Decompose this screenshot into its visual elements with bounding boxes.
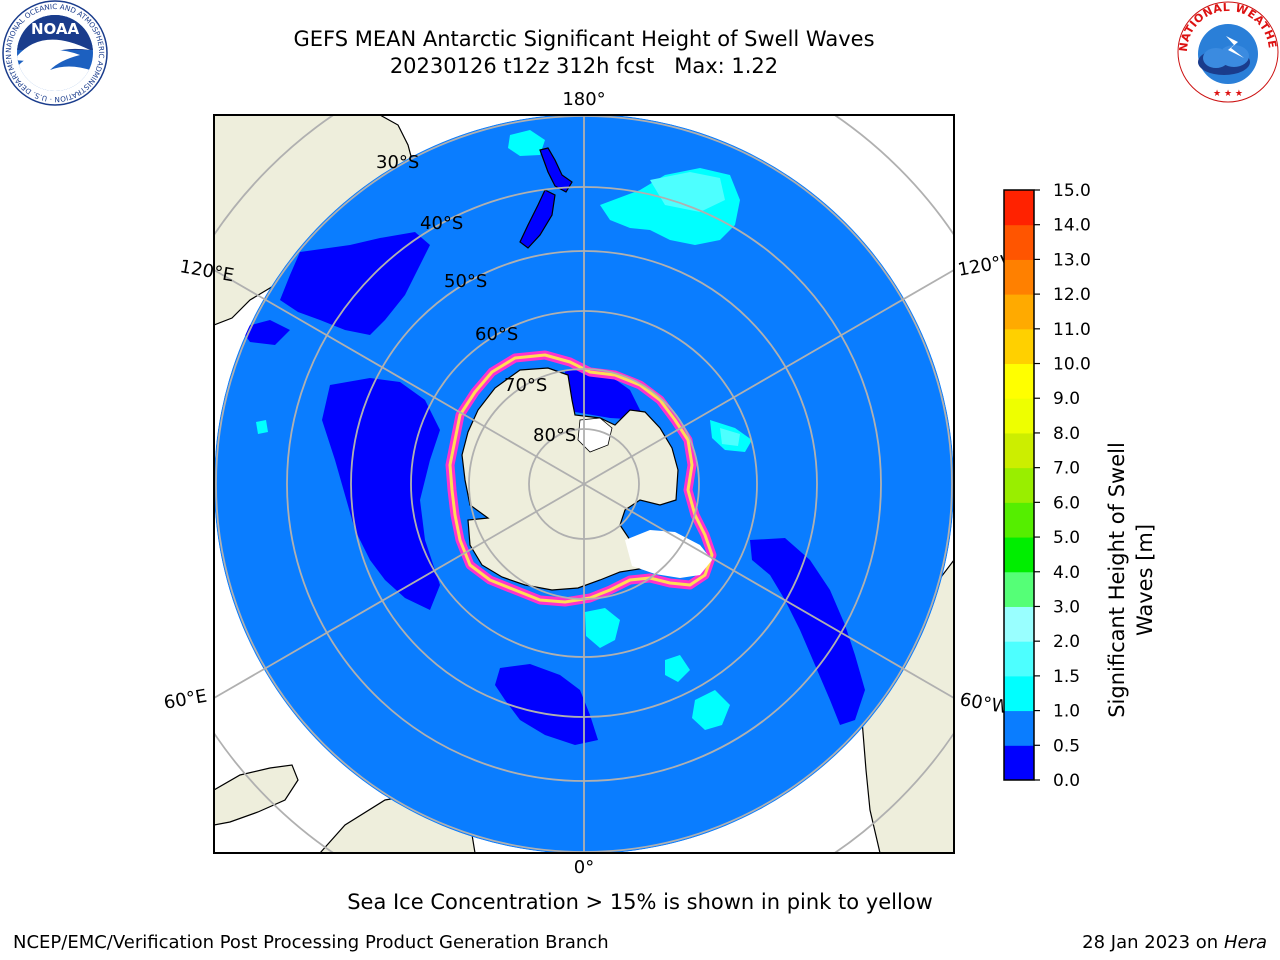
light-cyan-swell-patches: [650, 172, 740, 446]
colorbar-tick-label: 14.0: [1053, 216, 1091, 236]
colorbar-tick-label: 9.0: [1053, 389, 1080, 409]
lon-label-0: 0°: [574, 857, 594, 878]
noaa-logo-text: NOAA: [31, 20, 80, 38]
footer-date-text: 28 Jan 2023 on: [1082, 932, 1224, 953]
lat-label-60s: 60°S: [475, 324, 518, 345]
lon-label-60e: 60°E: [162, 686, 208, 714]
colorbar-cell: [1004, 745, 1034, 781]
colorbar-cell: [1004, 571, 1034, 607]
colorbar-tick-label: 0.0: [1053, 771, 1080, 790]
colorbar-cell: [1004, 467, 1034, 503]
colorbar-ticks: 0.0 0.5 1.0 1.5 2.0 3.0 4.0 5.0 6.0 7.0 8.0 9.0 10.0…: [1034, 181, 1091, 790]
colorbar-tick-label: 1.5: [1053, 667, 1080, 687]
colorbar-cell: [1004, 259, 1034, 295]
lat-label-50s: 50°S: [444, 271, 487, 292]
lat-label-70s: 70°S: [504, 375, 547, 396]
colorbar-tick-label: 2.0: [1053, 632, 1080, 652]
lon-label-180: 180°: [562, 89, 605, 110]
sea-ice-note: Sea Ice Concentration > 15% is shown in …: [347, 890, 933, 914]
colorbar-cell: [1004, 190, 1034, 226]
map-title: GEFS MEAN Antarctic Significant Height o…: [293, 27, 875, 51]
colorbar-tick-label: 10.0: [1053, 355, 1091, 375]
colorbar-cell: [1004, 294, 1034, 330]
colorbar-cell: [1004, 502, 1034, 538]
cyan-swell-patches: [256, 130, 752, 730]
colorbar-frame: [1003, 189, 1035, 781]
footer-host: Hera: [1223, 932, 1267, 953]
colorbar-cell: [1004, 606, 1034, 642]
colorbar-tick-label: 15.0: [1053, 181, 1091, 201]
colorbar-label-line1: Significant Height of Swell: [1105, 442, 1129, 718]
colorbar-tick-label: 6.0: [1053, 493, 1080, 513]
colorbar-tick-label: 7.0: [1053, 459, 1080, 479]
map-subtitle-run: 20230126 t12z 312h fcst Max: 1.22: [389, 54, 779, 78]
colorbar-label-line2: Waves [m]: [1133, 524, 1157, 636]
colorbar-tick-label: 1.0: [1053, 702, 1080, 722]
footer-date: 28 Jan 2023 on Hera: [1082, 932, 1267, 953]
colorbar-cell: [1004, 641, 1034, 677]
colorbar-tick-label: 11.0: [1053, 320, 1091, 340]
antarctica: [445, 350, 717, 607]
colorbar-tick-label: 5.0: [1053, 528, 1080, 548]
colorbar-cell: [1004, 224, 1034, 260]
lat-label-80s: 80°S: [533, 425, 576, 446]
map-frame: [213, 114, 955, 854]
colorbar-tick-label: 8.0: [1053, 424, 1080, 444]
colorbar-cell: [1004, 363, 1034, 399]
latitude-labels: 30°S 40°S 50°S 60°S 70°S 80°S: [376, 152, 576, 446]
colorbar: 0.0 0.5 1.0 1.5 2.0 3.0 4.0 5.0 6.0 7.0 8.0 9.0 10.0…: [1003, 181, 1157, 790]
colorbar-tick-label: 12.0: [1053, 285, 1091, 305]
lat-label-30s: 30°S: [376, 152, 419, 173]
noaa-logo: NATIONAL OCEANIC AND ATMOSPHERIC ADMINIS…: [0, 0, 108, 106]
colorbar-tick-label: 13.0: [1053, 250, 1091, 270]
new-zealand: [519, 147, 573, 249]
colorbar-cell: [1004, 432, 1034, 469]
colorbar-tick-label: 3.0: [1053, 597, 1080, 617]
footer-branch: NCEP/EMC/Verification Post Processing Pr…: [13, 932, 609, 953]
low-swell-patches: [240, 232, 865, 745]
colorbar-cell: [1004, 328, 1034, 365]
colorbar-cell: [1004, 398, 1034, 434]
nws-logo: NATIONAL WEATHER SERVICE ★ ★ ★: [1176, 0, 1279, 103]
colorbar-tick-label: 4.0: [1053, 563, 1080, 583]
colorbar-tick-label: 0.5: [1053, 736, 1080, 756]
colorbar-cell: [1004, 537, 1034, 573]
svg-text:★ ★ ★: ★ ★ ★: [1213, 89, 1243, 99]
colorbar-cell: [1004, 675, 1034, 712]
lat-label-40s: 40°S: [420, 213, 463, 234]
colorbar-cells: [1004, 190, 1034, 781]
colorbar-cell: [1004, 710, 1034, 746]
